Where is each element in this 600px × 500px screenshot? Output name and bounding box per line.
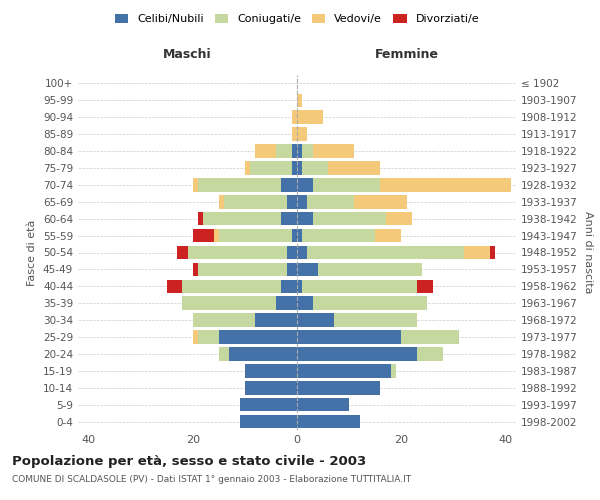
Bar [193,330,198,344]
Bar [281,280,297,293]
Bar [193,262,198,276]
Y-axis label: Anni di nascita: Anni di nascita [583,211,593,294]
Bar [297,195,307,208]
Bar [182,280,281,293]
Bar [417,280,433,293]
Text: COMUNE DI SCALDASOLE (PV) - Dati ISTAT 1° gennaio 2003 - Elaborazione TUTTITALIA: COMUNE DI SCALDASOLE (PV) - Dati ISTAT 1… [12,475,411,484]
Bar [313,178,380,192]
Bar [297,128,307,141]
Bar [297,364,391,378]
Bar [297,381,380,394]
Bar [297,246,307,260]
Bar [297,178,313,192]
Bar [255,314,297,327]
Bar [219,229,292,242]
Bar [307,195,355,208]
Bar [297,94,302,107]
Bar [187,246,287,260]
Bar [193,178,198,192]
Bar [239,398,297,411]
Bar [297,398,349,411]
Bar [386,212,412,226]
Bar [276,296,297,310]
Legend: Celibi/Nubili, Coniugati/e, Vedovi/e, Divorziati/e: Celibi/Nubili, Coniugati/e, Vedovi/e, Di… [110,10,484,29]
Bar [297,229,302,242]
Bar [198,212,203,226]
Bar [417,347,443,360]
Bar [193,229,214,242]
Bar [193,314,255,327]
Bar [297,110,323,124]
Bar [287,262,297,276]
Bar [292,229,297,242]
Bar [219,347,229,360]
Bar [245,161,250,174]
Bar [276,144,292,158]
Bar [297,280,302,293]
Bar [167,280,182,293]
Bar [198,262,287,276]
Bar [250,161,292,174]
Bar [401,330,458,344]
Bar [334,314,417,327]
Bar [245,381,297,394]
Bar [177,246,187,260]
Text: Femmine: Femmine [374,48,439,62]
Bar [287,246,297,260]
Bar [313,296,427,310]
Bar [297,161,302,174]
Bar [307,246,464,260]
Bar [292,110,297,124]
Bar [313,212,386,226]
Bar [490,246,495,260]
Bar [297,212,313,226]
Bar [380,178,511,192]
Bar [198,178,281,192]
Bar [287,195,297,208]
Bar [292,161,297,174]
Bar [229,347,297,360]
Bar [302,229,375,242]
Bar [297,262,318,276]
Bar [302,280,417,293]
Bar [297,330,401,344]
Bar [255,144,276,158]
Bar [203,212,281,226]
Bar [302,161,328,174]
Bar [219,330,297,344]
Bar [224,195,287,208]
Bar [239,415,297,428]
Bar [245,364,297,378]
Bar [391,364,396,378]
Bar [281,212,297,226]
Bar [292,128,297,141]
Bar [297,314,334,327]
Bar [198,330,219,344]
Bar [297,144,302,158]
Bar [328,161,380,174]
Bar [355,195,407,208]
Bar [302,144,313,158]
Bar [214,229,219,242]
Bar [297,347,417,360]
Y-axis label: Fasce di età: Fasce di età [28,220,37,286]
Bar [375,229,401,242]
Bar [313,144,355,158]
Bar [297,296,313,310]
Bar [281,178,297,192]
Bar [219,195,224,208]
Text: Popolazione per età, sesso e stato civile - 2003: Popolazione per età, sesso e stato civil… [12,455,366,468]
Text: Maschi: Maschi [163,48,212,62]
Bar [292,144,297,158]
Bar [297,415,359,428]
Bar [182,296,276,310]
Bar [464,246,490,260]
Bar [318,262,422,276]
